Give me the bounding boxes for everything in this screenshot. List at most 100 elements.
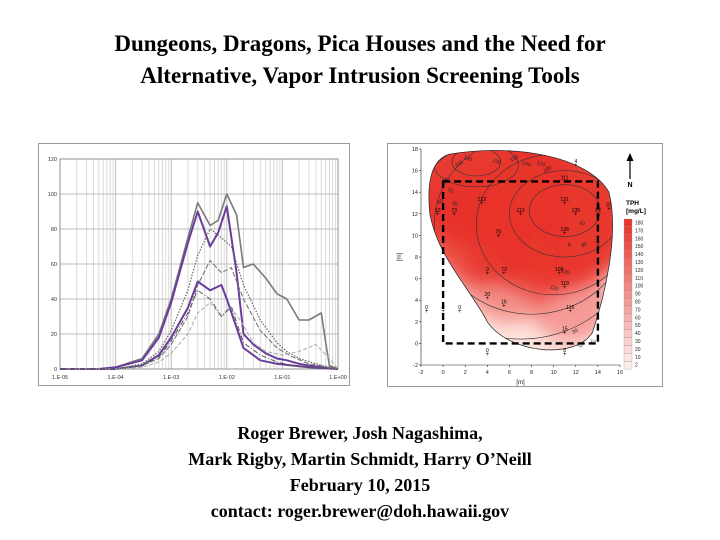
x-tick-label: 2 (464, 370, 467, 376)
legend-swatch (623, 250, 633, 259)
contour-label: 50 (436, 198, 444, 206)
sample-value-label: 20 (484, 292, 490, 298)
y-tick-label: 16 (412, 169, 418, 175)
sample-value-label: 122 (477, 197, 486, 203)
sample-value-label: 0 (486, 267, 489, 273)
sample-value-label: 0 (486, 348, 489, 354)
sample-point-marker: + (502, 271, 506, 277)
sample-point-marker: + (596, 212, 600, 218)
legend-value-label: 70 (635, 307, 641, 313)
legend-value-label: 40 (635, 331, 641, 337)
sample-point-marker: + (436, 212, 440, 218)
sample-point-marker: + (519, 212, 523, 218)
north-label: N (627, 182, 632, 189)
contour-label: 30 (576, 342, 584, 350)
sample-value-label: 112 (516, 208, 524, 214)
contour-label: 110 (454, 160, 464, 169)
sample-value-label: 126 (560, 227, 569, 233)
sample-point-marker: + (563, 231, 567, 237)
y-tick-label: 10 (412, 233, 418, 239)
sample-point-marker: + (486, 271, 490, 277)
legend-value-label: 20 (635, 347, 641, 353)
authors-line-2: Mark Rigby, Martin Schmidt, Harry O’Neil… (188, 449, 532, 469)
sample-value-label: 73 (501, 267, 507, 273)
contour-label: 20 (571, 328, 579, 336)
y-tick-label: 20 (51, 332, 57, 338)
x-tick-label: 8 (530, 370, 533, 376)
x-tick-label: 1.E-03 (163, 375, 179, 381)
legend-value-label: 90 (635, 292, 641, 298)
sample-point-marker: + (563, 331, 567, 337)
contour-label: 100 (542, 165, 553, 175)
y-axis-label: [m] (397, 253, 403, 262)
legend-swatch (623, 266, 633, 275)
sample-value-label: 109 (555, 267, 564, 273)
legend-value-label: 150 (635, 244, 644, 250)
north-arrow-icon (626, 153, 634, 161)
legend-value-label: 170 (635, 228, 644, 234)
sample-point-marker: + (563, 201, 567, 207)
x-tick-label: 1.E-05 (52, 375, 68, 381)
legend-swatch (623, 274, 633, 283)
distribution-line-chart: 0 20 40 60 80 100 120 1.E-05 1.E-04 1.E-03 1.E-02 1… (38, 143, 350, 386)
sample-value-label: 116 (566, 305, 574, 311)
series-line-5 (60, 259, 339, 370)
contour-ring (428, 150, 613, 340)
legend-swatch (623, 337, 633, 346)
sample-value-label: 135 (571, 208, 580, 214)
y-tick-label: 6 (415, 277, 418, 283)
sample-value-label: 10 (435, 208, 441, 214)
series-line-4 (60, 228, 339, 370)
legend-value-label: 100 (635, 284, 644, 290)
author-block: Roger Brewer, Josh Nagashima, Mark Rigby… (20, 420, 700, 524)
contour-label: 120 (463, 155, 473, 164)
sample-point-marker: + (486, 352, 490, 358)
y-tick-label: 40 (51, 297, 57, 303)
sample-point-marker: + (596, 244, 600, 250)
y-tick-label: 8 (415, 255, 418, 261)
sample-value-label: 15 (562, 327, 568, 333)
sample-point-marker: + (502, 304, 506, 310)
sample-point-marker: + (452, 212, 456, 218)
sample-value-label: 27 (595, 208, 601, 214)
x-tick-label: 12 (573, 370, 579, 376)
contour-ring (433, 150, 613, 315)
sample-point-marker: + (458, 309, 462, 315)
legend-swatch (623, 234, 633, 243)
x-tick-label: 1.E-02 (219, 375, 235, 381)
contour-label: 120 (560, 268, 570, 277)
legend-value-label: 180 (635, 221, 644, 227)
series-line-1 (60, 193, 339, 370)
y-tick-label: 120 (48, 157, 57, 163)
sample-value-label: 0 (425, 305, 428, 311)
contour-label: 120 (536, 160, 546, 169)
y-tick-label: 100 (48, 192, 57, 198)
series-line-2 (60, 205, 339, 370)
sample-point-marker: + (425, 309, 429, 315)
contour-label: 70 (446, 187, 454, 195)
y-tick-label: 4 (415, 298, 418, 304)
sample-point-marker: + (574, 163, 578, 169)
legend-swatch (623, 321, 633, 330)
series-line-6 (60, 301, 339, 370)
sample-value-label: 131 (560, 197, 569, 203)
legend-units: [mg/L] (626, 208, 646, 215)
sample-value-label: 37 (606, 202, 612, 208)
title-line-2: Alternative, Vapor Intrusion Screening T… (140, 63, 580, 88)
x-tick-label: 1.E+00 (329, 375, 347, 381)
series-line-3 (60, 280, 339, 370)
x-tick-label: 6 (508, 370, 511, 376)
legend-swatch (623, 361, 633, 370)
y-tick-label: -2 (413, 363, 418, 369)
y-tick-label: 0 (415, 341, 418, 347)
y-tick-label: 60 (51, 262, 57, 268)
sample-value-label: 4 (574, 159, 577, 165)
title-line-1: Dungeons, Dragons, Pica Houses and the N… (114, 31, 606, 56)
sample-point-marker: + (441, 309, 445, 315)
sample-value-label: 119 (561, 281, 569, 287)
x-tick-label: -2 (419, 370, 424, 376)
y-tick-label: 14 (412, 190, 418, 196)
contour-label: 150 (509, 154, 520, 164)
series-line-7 (60, 289, 339, 370)
legend-swatch (623, 345, 633, 354)
